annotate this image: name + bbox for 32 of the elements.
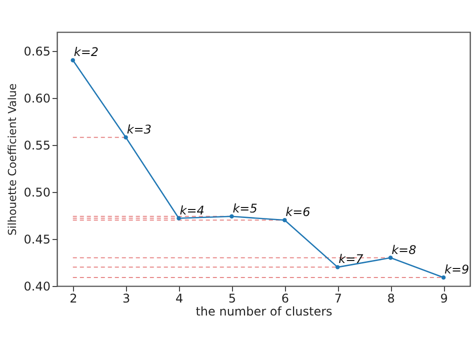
annotation: k=9 — [444, 262, 470, 277]
x-tick-label: 5 — [228, 292, 236, 306]
point — [176, 216, 181, 220]
x-axis-title: the number of clusters — [196, 304, 332, 318]
point — [388, 256, 393, 260]
y-tick-label: 0.55 — [24, 138, 50, 152]
x-tick-label: 8 — [387, 292, 395, 306]
x-tick-label: 3 — [122, 292, 130, 306]
y-axis-title: Silhouette Coefficient Value — [6, 83, 19, 236]
point — [336, 265, 340, 270]
x-tick-label: 7 — [334, 292, 342, 306]
annotation: k=3 — [126, 122, 152, 136]
y-tick-label: 0.60 — [24, 91, 50, 106]
x-tick-label: 4 — [175, 292, 184, 306]
point — [70, 58, 76, 62]
annotation: k=6 — [286, 205, 311, 220]
x-tick-label: 2 — [70, 292, 78, 306]
annotation: k=4 — [180, 203, 204, 218]
annotation: k=7 — [338, 252, 364, 266]
annotation: k=8 — [392, 242, 417, 257]
point — [124, 135, 128, 140]
x-tick-label: 6 — [281, 292, 289, 306]
point — [441, 275, 446, 280]
y-tick-label: 0.65 — [24, 44, 50, 58]
y-tick-label: 0.40 — [24, 280, 50, 294]
y-tick-label: 0.45 — [24, 232, 50, 246]
point — [230, 214, 234, 218]
point — [282, 218, 287, 222]
y-tick-label: 0.50 — [24, 185, 50, 200]
annotation: k=5 — [232, 201, 258, 216]
annotation: k=2 — [74, 45, 99, 60]
x-tick-label: 9 — [440, 292, 448, 306]
